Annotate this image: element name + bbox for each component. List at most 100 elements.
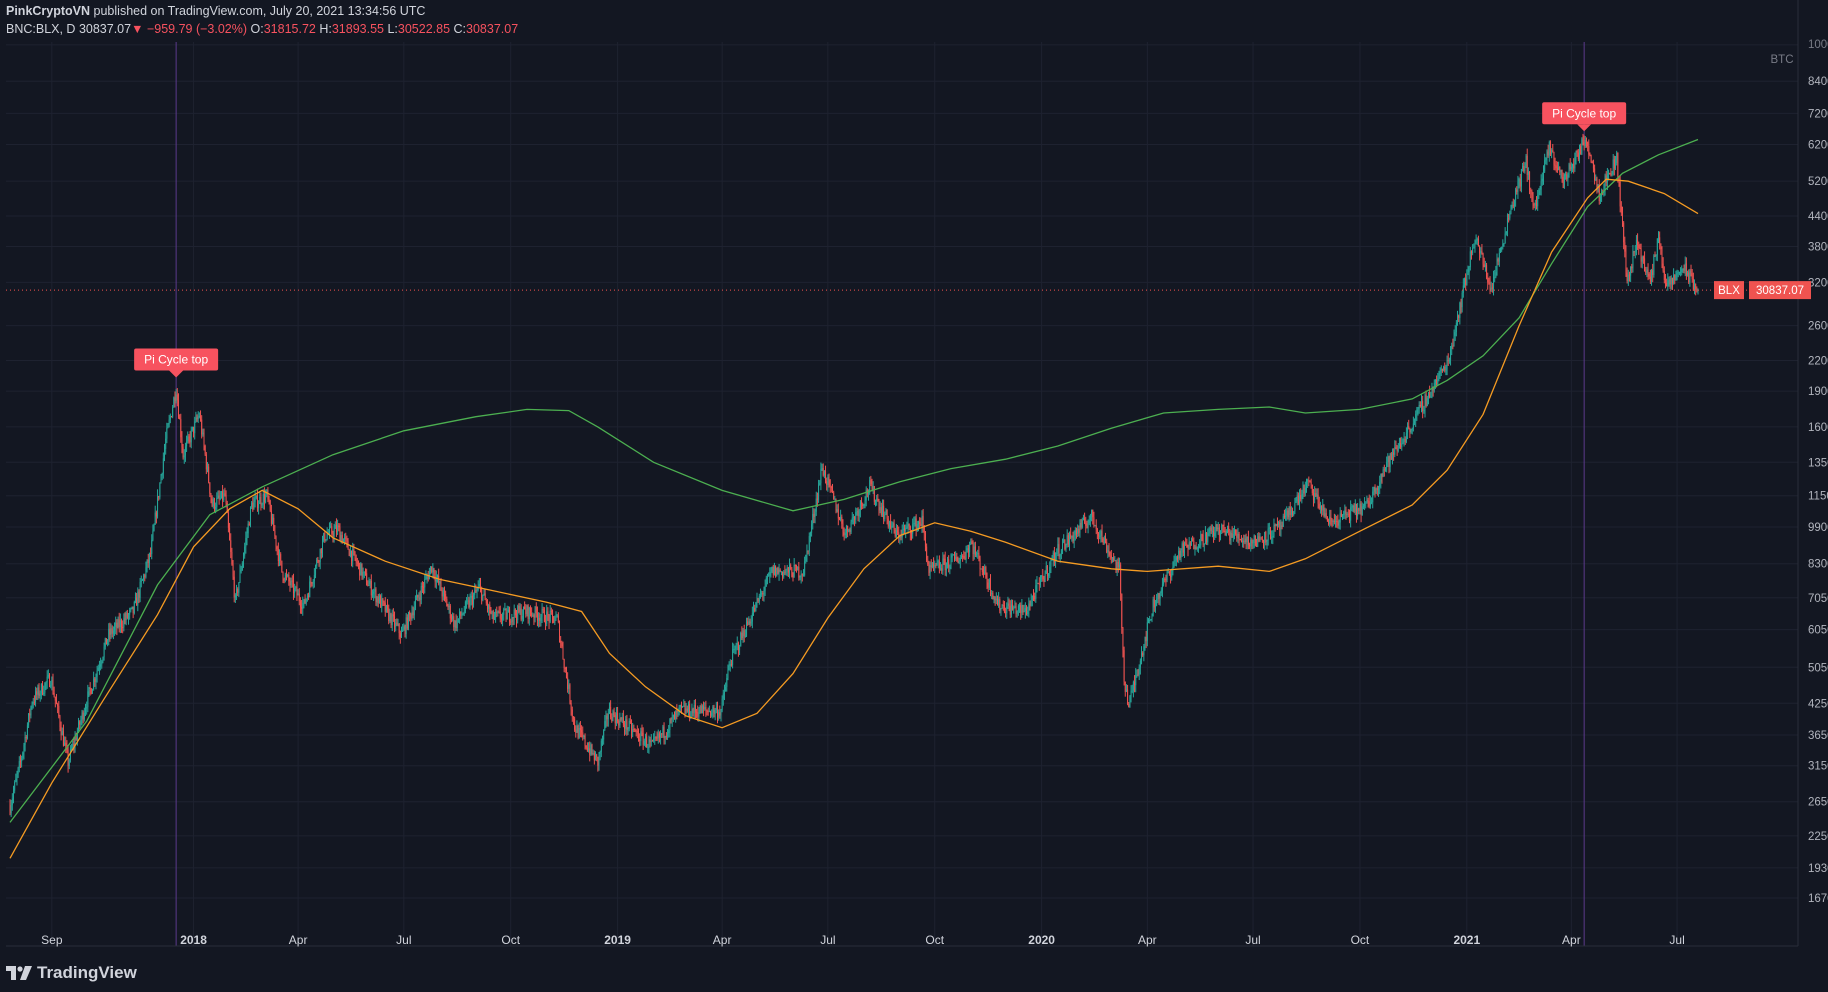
candle-body: [427, 576, 429, 580]
candle-body: [1100, 530, 1102, 536]
candle-body: [390, 613, 392, 625]
candle-body: [371, 593, 373, 596]
candle-body: [514, 609, 516, 616]
candle-body: [1009, 605, 1011, 615]
candle-body: [499, 611, 501, 619]
candle-body: [1174, 560, 1176, 562]
candle-body: [629, 720, 631, 723]
candle-body: [1505, 231, 1507, 234]
candle-body: [1501, 246, 1503, 251]
candle-body: [664, 736, 666, 739]
candle-body: [787, 567, 789, 573]
candle-body: [1252, 542, 1254, 544]
candle-body: [1213, 530, 1215, 537]
candle-body: [466, 601, 468, 603]
price-axis[interactable]: 84000.0072000.0062000.0052000.0044000.00…: [1771, 39, 1828, 905]
candle-body: [1079, 523, 1081, 533]
candle-body: [1072, 535, 1074, 542]
candle-body: [769, 571, 771, 576]
candle-body: [1508, 218, 1510, 220]
candle-body: [773, 566, 775, 575]
candle-body: [1304, 487, 1306, 494]
candle-body: [175, 394, 177, 402]
candle-body: [798, 566, 800, 578]
candle-body: [722, 693, 724, 699]
candle-body: [990, 579, 992, 594]
candle-body: [825, 470, 827, 482]
candle-body: [840, 516, 842, 521]
candle-body: [222, 491, 224, 501]
candle-body: [377, 596, 379, 603]
symbol-label[interactable]: BNC:BLX, D: [6, 22, 76, 36]
symbol-tag-label: BLX: [1718, 285, 1740, 297]
candle-body: [82, 712, 84, 720]
candle-body: [1588, 146, 1590, 155]
candle-body: [1121, 593, 1123, 628]
candle-body: [496, 611, 498, 613]
price-axis-label: 44000.00: [1808, 211, 1828, 223]
candle-body: [1452, 345, 1454, 347]
candle-body: [1354, 503, 1356, 512]
candle-body: [489, 605, 491, 614]
candle-body: [48, 674, 50, 687]
candle-body: [983, 571, 985, 575]
candle-body: [1532, 194, 1534, 205]
candle-body: [966, 548, 968, 551]
candle-body: [498, 611, 500, 613]
brand-watermark[interactable]: TradingView: [6, 963, 137, 983]
author-name[interactable]: PinkCryptoVN: [6, 4, 91, 18]
candle-body: [97, 667, 99, 671]
candle-body: [689, 704, 691, 717]
candle-body: [672, 714, 674, 718]
candle-body: [291, 580, 293, 582]
candle-body: [830, 486, 832, 488]
candle-body: [1623, 222, 1625, 243]
candle-body: [906, 526, 908, 528]
candle-body: [1089, 515, 1091, 521]
candle-body: [456, 619, 458, 629]
candle-body: [908, 523, 910, 527]
candle-body: [720, 710, 722, 716]
candle-body: [793, 565, 795, 578]
candle-body: [369, 580, 371, 584]
candle-body: [783, 571, 785, 577]
chart-frame: [6, 0, 1799, 947]
open-label: O:: [250, 22, 264, 36]
candle-body: [1662, 263, 1664, 271]
candle-body: [1652, 270, 1654, 275]
published-text: published on TradingView.com, July 20, 2…: [93, 4, 426, 18]
candle-body: [14, 781, 16, 791]
candle-body: [313, 575, 315, 582]
candle-body: [1263, 540, 1265, 543]
candle-body: [1555, 165, 1557, 169]
candle-body: [1689, 270, 1691, 283]
candle-body: [1483, 264, 1485, 268]
candle-body: [234, 595, 236, 598]
candle-body: [1167, 571, 1169, 573]
candle-body: [208, 466, 210, 483]
candle-body: [1287, 510, 1289, 518]
time-axis[interactable]: Sep 2018 Apr Jul Oct 2019 Apr Jul Oct 2020 Apr Jul O…: [41, 933, 1685, 947]
candle-body: [1128, 704, 1130, 708]
candle-body: [1458, 315, 1460, 318]
candle-body: [708, 711, 710, 713]
candle-body: [1057, 544, 1059, 553]
candle-body: [288, 575, 290, 582]
candle-body: [1526, 155, 1528, 175]
candle-body: [419, 597, 421, 600]
candle-body: [550, 610, 552, 612]
candle-body: [253, 501, 255, 510]
candle-body: [894, 529, 896, 537]
candle-body: [209, 482, 211, 494]
candle-body: [855, 512, 857, 520]
candle-body: [22, 752, 24, 759]
candle-body: [1302, 484, 1304, 494]
candle-body: [1348, 514, 1350, 521]
price-axis-label: 72000.00: [1808, 108, 1828, 120]
candle-body: [1619, 181, 1621, 207]
candle-body: [195, 417, 197, 422]
candle-body: [1572, 163, 1574, 167]
candle-body: [1675, 275, 1677, 281]
